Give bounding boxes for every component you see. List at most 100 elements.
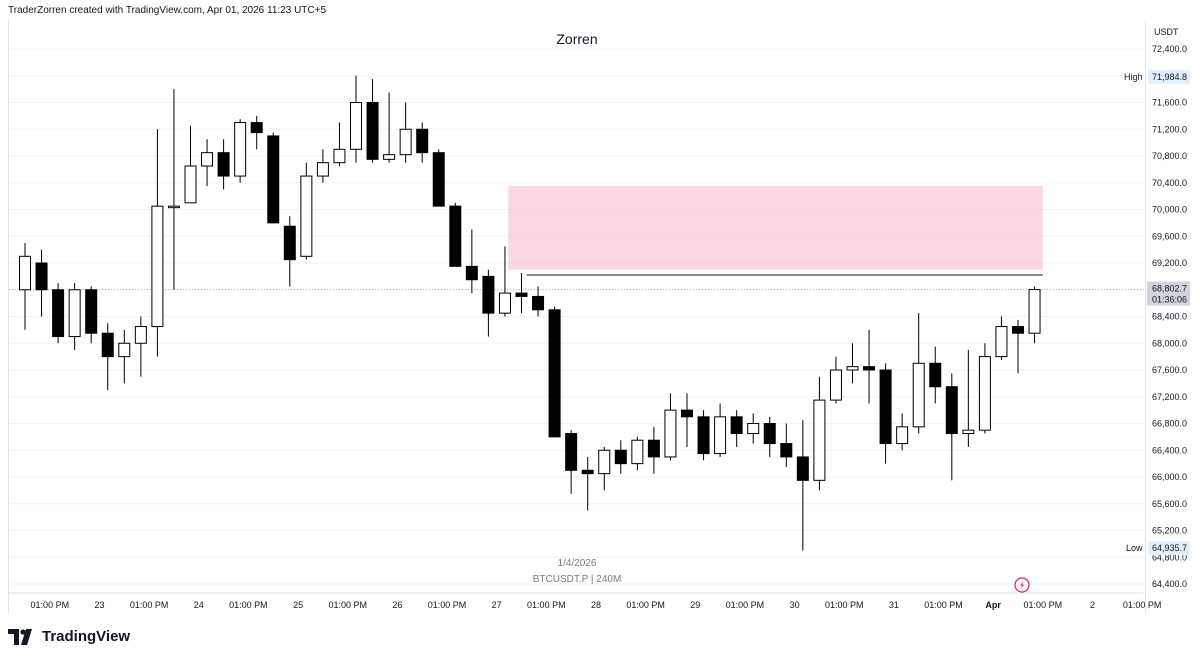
last-price-value: 68,802.7 — [1152, 284, 1187, 294]
price-tick-label: 67,600.0 — [1152, 365, 1187, 375]
time-tick-label: 01:00 PM — [428, 600, 467, 610]
reference-lines-layer — [9, 274, 1145, 291]
candle-body — [796, 456, 809, 481]
time-tick-label: 28 — [591, 600, 601, 610]
low-label: Low — [1126, 543, 1143, 553]
candle-body — [217, 152, 230, 177]
candle-body — [515, 292, 528, 297]
supply-zone-layer — [9, 48, 1145, 585]
candle-body — [565, 433, 578, 471]
price-tick-label: 65,200.0 — [1152, 526, 1187, 536]
price-tick-label: 64,800.0 — [1152, 552, 1187, 562]
brand-name: TradingView — [42, 628, 131, 645]
candle-body — [1028, 289, 1041, 334]
time-tick-label: 26 — [392, 600, 402, 610]
candle-body — [85, 289, 98, 334]
time-tick-label: 01:00 PM — [31, 600, 70, 610]
candle-body — [730, 416, 743, 435]
candle-body — [962, 429, 975, 435]
candle-body — [631, 439, 644, 465]
candle-body — [498, 292, 511, 314]
time-tick-label: 01:00 PM — [130, 600, 169, 610]
price-tick-label: 71,600.0 — [1152, 98, 1187, 108]
watermark-symbol: BTCUSDT.P | 240M — [533, 574, 622, 585]
price-tick-label: 67,200.0 — [1152, 392, 1187, 402]
candle-body — [383, 154, 396, 160]
time-tick-label: 2 — [1090, 600, 1095, 610]
time-tick-label: 31 — [889, 600, 899, 610]
currency-label: USDT — [1154, 27, 1179, 37]
candle-body — [995, 326, 1008, 358]
candle-body — [465, 265, 478, 281]
candle-body — [581, 469, 594, 475]
candle-body — [316, 162, 329, 177]
price-tick-label: 69,200.0 — [1152, 258, 1187, 268]
price-tick-label: 64,400.0 — [1152, 579, 1187, 589]
candle-body — [614, 449, 627, 465]
time-tick-label: Apr — [985, 600, 1001, 610]
time-tick-label: 30 — [790, 600, 800, 610]
candle-body — [333, 148, 346, 164]
high-label: High — [1124, 72, 1143, 82]
time-tick-label: 01:00 PM — [626, 600, 665, 610]
low-value-bg — [1148, 541, 1190, 556]
price-tick-label: 71,200.0 — [1152, 124, 1187, 134]
time-tick-label: 01:00 PM — [229, 600, 268, 610]
time-tick-label: 01:00 PM — [328, 600, 367, 610]
tradingview-logo-icon — [8, 628, 36, 645]
candle-body — [863, 366, 876, 371]
time-tick-label: 27 — [492, 600, 502, 610]
candle-body — [697, 416, 710, 455]
candle-body — [167, 205, 180, 209]
price-tick-label: 66,400.0 — [1152, 445, 1187, 455]
candle-body — [896, 426, 909, 445]
time-axis: 01:00 PM 23 01:00 PM 24 01:00 PM 25 01:00 PM 26… — [9, 592, 1161, 610]
candle-body — [548, 309, 561, 438]
candle-body — [250, 122, 263, 134]
watermark-date: 1/4/2026 — [558, 558, 597, 569]
candle-body — [68, 289, 81, 338]
candle-body — [829, 369, 842, 401]
candle-body — [52, 289, 65, 338]
chart-credit: TraderZorren created with TradingView.co… — [8, 5, 327, 16]
chart-title: Zorren — [556, 31, 597, 47]
candle-body — [399, 128, 412, 156]
price-tick-label: 69,600.0 — [1152, 231, 1187, 241]
time-tick-label: 29 — [690, 600, 700, 610]
candle-body — [945, 386, 958, 435]
price-tick-label: 70,000.0 — [1152, 205, 1187, 215]
chart-frame — [8, 20, 1146, 613]
time-tick-label: 01:00 PM — [726, 600, 765, 610]
time-tick-label: 25 — [293, 600, 303, 610]
price-tick-label: 65,600.0 — [1152, 499, 1187, 509]
candle-body — [101, 332, 114, 358]
high-value-bg — [1148, 69, 1190, 84]
candle-body — [432, 152, 445, 207]
price-tick-label: 66,000.0 — [1152, 472, 1187, 482]
candle-body — [978, 356, 991, 431]
candle-body — [846, 366, 859, 371]
top-bar: TraderZorren created with TradingView.co… — [0, 0, 1200, 20]
price-tick-label: 68,400.0 — [1152, 312, 1187, 322]
candle-body — [681, 409, 693, 418]
candle-body — [267, 135, 280, 224]
candle-body — [747, 423, 760, 435]
candle-body — [763, 423, 776, 445]
supply-zone-rect — [508, 186, 1043, 270]
tradingview-brand[interactable]: TradingView — [8, 628, 130, 645]
price-axis: 72,400.072,000.071,600.071,200.070,800.0… — [1124, 44, 1190, 589]
candle-body — [350, 102, 362, 150]
last-price-bg — [1147, 281, 1190, 306]
candle-body — [532, 295, 545, 311]
candle-body — [449, 205, 462, 267]
lightning-event-icon[interactable] — [1014, 577, 1030, 593]
price-tick-label: 72,400.0 — [1152, 44, 1187, 54]
candle-body — [118, 342, 131, 358]
footer: TradingView — [0, 620, 1200, 658]
candle-body — [19, 255, 31, 291]
candle-body — [647, 439, 660, 458]
high-value: 71,984.8 — [1152, 72, 1187, 82]
time-tick-label: 01:00 PM — [825, 600, 864, 610]
time-tick-label: 23 — [94, 600, 104, 610]
